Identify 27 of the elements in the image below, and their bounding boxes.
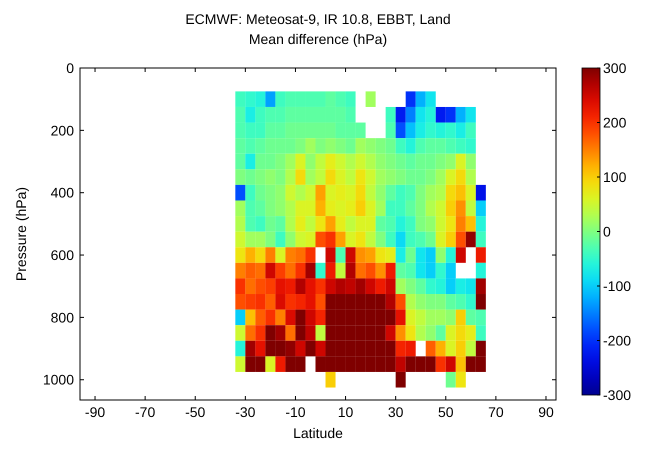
x-tick-label: -70 [135, 404, 156, 420]
x-axis-title: Latitude [293, 425, 344, 441]
color-bar-label: 200 [603, 114, 627, 130]
color-bar-label: -200 [603, 332, 632, 348]
y-tick-label: 400 [50, 184, 74, 201]
chart-subtitle: Mean difference (hPa) [248, 31, 388, 47]
chart-title: ECMWF: Meteosat-9, IR 10.8, EBBT, Land [185, 11, 451, 27]
x-tick-label: 70 [488, 404, 504, 420]
x-tick-label: -10 [285, 404, 306, 420]
color-bar-label: -300 [603, 387, 632, 403]
y-axis-title: Pressure (hPa) [13, 186, 29, 282]
color-bar-label: 0 [603, 224, 611, 240]
x-tick-label: 50 [438, 404, 454, 420]
x-tick-label: 30 [388, 404, 404, 420]
y-tick-label: 800 [50, 309, 74, 326]
x-tick-label: -30 [235, 404, 256, 420]
color-bar-label: 300 [603, 60, 627, 76]
x-tick-label: -90 [84, 404, 106, 420]
color-bar-label: -100 [603, 278, 632, 294]
y-tick-label: 1000 [42, 372, 74, 388]
x-tick-label: 10 [338, 404, 354, 420]
x-tick-label: -50 [185, 404, 206, 420]
color-bar-label: 100 [603, 169, 627, 185]
x-tick-label: 90 [538, 404, 554, 420]
y-tick-label: 200 [50, 122, 74, 138]
y-tick-label: 0 [66, 60, 74, 76]
y-tick-label: 600 [50, 247, 74, 264]
